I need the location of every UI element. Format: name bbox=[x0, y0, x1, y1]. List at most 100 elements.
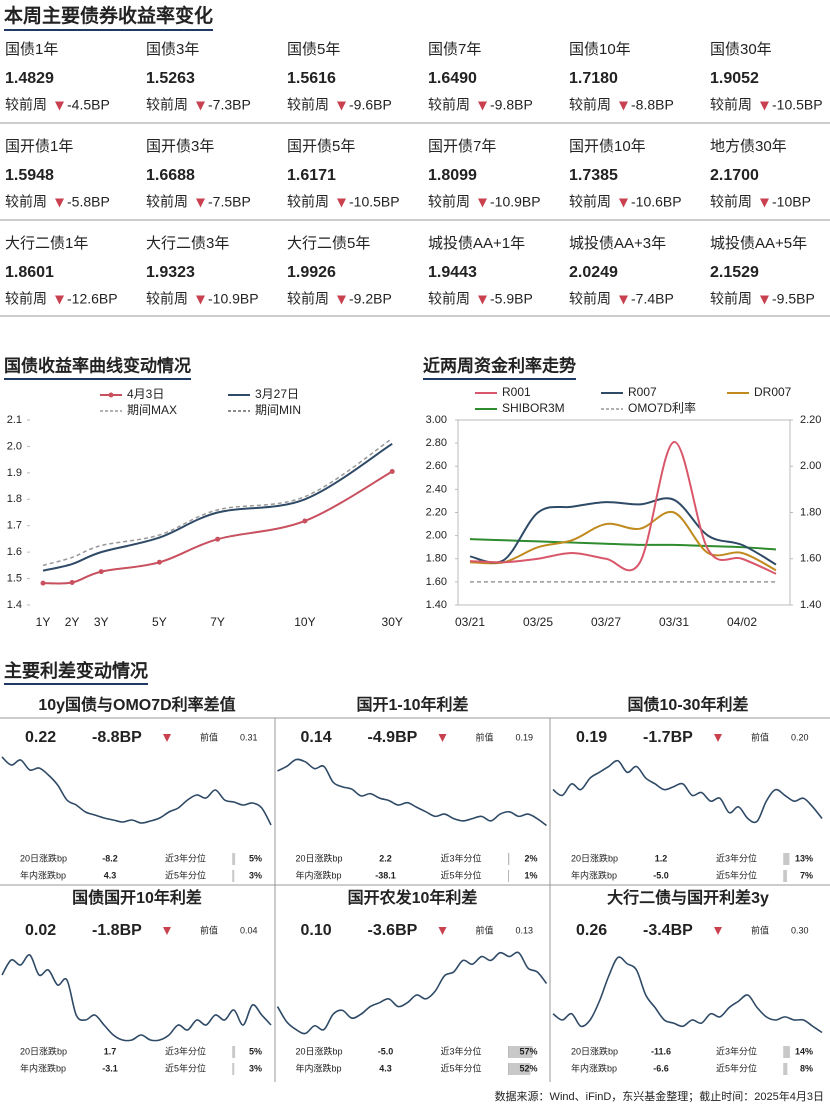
percentile-bar bbox=[784, 853, 790, 865]
source-note: 数据来源：Wind、iFinD，东兴基金整理；截止时间：2025年4月3日 bbox=[495, 1089, 824, 1103]
series-line bbox=[42, 437, 393, 567]
y2-tick-label: 2.00 bbox=[800, 460, 821, 472]
bond-change: -5.9BP bbox=[490, 291, 533, 307]
bond-yield: 1.6490 bbox=[428, 70, 477, 87]
y-tick-label: 3.00 bbox=[426, 414, 447, 426]
prev-label: 前值 bbox=[476, 924, 494, 935]
section-title: 主要利差变动情况 bbox=[4, 660, 148, 681]
stat-value: 1.2 bbox=[655, 853, 668, 863]
stat-label: 20日涨跌bp bbox=[571, 1046, 618, 1056]
bond-name: 国债7年 bbox=[428, 41, 481, 58]
change-label: 较前周 bbox=[569, 97, 611, 113]
bond-yield: 1.8099 bbox=[428, 167, 477, 184]
bond-yield: 1.6171 bbox=[287, 167, 336, 184]
change-label: 较前周 bbox=[287, 97, 329, 113]
percentile-label: 2% bbox=[524, 853, 537, 863]
bond-change: -9.6BP bbox=[349, 97, 392, 113]
down-triangle bbox=[196, 198, 205, 208]
spread-value: 0.26 bbox=[576, 922, 607, 939]
legend-label: 期间MIN bbox=[255, 403, 301, 417]
bond-name: 大行二债3年 bbox=[146, 235, 229, 252]
down-triangle bbox=[619, 198, 628, 208]
stat-value: 1.7 bbox=[104, 1046, 117, 1056]
panel-title: 国债国开10年利差 bbox=[72, 888, 202, 907]
bond-yield: 2.1529 bbox=[710, 264, 759, 281]
bond-yield: 1.9926 bbox=[287, 264, 336, 281]
legend-label: 4月3日 bbox=[127, 387, 164, 401]
prev-value: 0.13 bbox=[516, 925, 534, 935]
percentile-bar bbox=[784, 870, 787, 882]
bond-name: 国债10年 bbox=[569, 41, 631, 58]
down-triangle bbox=[337, 198, 346, 208]
panel-title: 国开农发10年利差 bbox=[348, 888, 478, 907]
plot-frame bbox=[457, 419, 791, 606]
bond-name: 地方债30年 bbox=[710, 138, 787, 155]
y2-tick-label: 1.60 bbox=[800, 553, 821, 565]
bond-change: -10.5BP bbox=[349, 194, 400, 210]
stat-label: 近5年分位 bbox=[165, 869, 206, 880]
y-tick-label: 2.40 bbox=[426, 483, 447, 495]
bond-change: -9.5BP bbox=[772, 291, 815, 307]
prev-value: 0.20 bbox=[791, 732, 809, 742]
bond-yield: 1.9052 bbox=[710, 70, 759, 87]
y-tick-label: 1.6 bbox=[7, 546, 22, 558]
spread-value: 0.22 bbox=[25, 729, 56, 746]
series-line bbox=[469, 497, 777, 566]
chart-title: 国债收益率曲线变动情况 bbox=[4, 355, 191, 375]
series-line bbox=[42, 470, 393, 585]
percentile-bar bbox=[784, 1046, 790, 1058]
bond-change: -9.2BP bbox=[349, 291, 392, 307]
stat-label: 近5年分位 bbox=[165, 1062, 206, 1073]
y-tick-label: 2.80 bbox=[426, 437, 447, 449]
down-triangle bbox=[619, 295, 628, 305]
spread-change: -1.7BP bbox=[643, 729, 693, 746]
y-tick-label: 1.7 bbox=[7, 520, 22, 532]
panel-title: 国债10-30年利差 bbox=[628, 695, 749, 714]
y2-tick-label: 1.40 bbox=[800, 599, 821, 611]
prev-label: 前值 bbox=[200, 731, 218, 742]
percentile-bar bbox=[784, 1063, 788, 1075]
down-triangle bbox=[760, 295, 769, 305]
series-line bbox=[42, 442, 393, 572]
x-tick-label: 03/21 bbox=[455, 615, 485, 629]
sparkline bbox=[276, 951, 548, 1035]
stat-label: 年内涨跌bp bbox=[571, 869, 617, 880]
x-tick-label: 03/25 bbox=[523, 615, 553, 629]
x-tick-label: 10Y bbox=[294, 615, 315, 629]
y-tick-label: 1.5 bbox=[7, 572, 22, 584]
down-triangle bbox=[55, 295, 64, 305]
percentile-label: 52% bbox=[519, 1063, 537, 1073]
series-marker bbox=[98, 569, 104, 575]
change-label: 较前周 bbox=[428, 194, 470, 210]
stat-label: 20日涨跌bp bbox=[571, 853, 618, 863]
percentile-label: 1% bbox=[524, 870, 537, 880]
legend-marker bbox=[108, 392, 114, 398]
prev-value: 0.04 bbox=[240, 925, 258, 935]
prev-label: 前值 bbox=[476, 731, 494, 742]
stat-value: 2.2 bbox=[379, 853, 392, 863]
sparkline bbox=[277, 758, 547, 827]
down-triangle bbox=[337, 101, 346, 111]
series-marker bbox=[40, 580, 46, 586]
change-label: 较前周 bbox=[287, 291, 329, 307]
bond-change: -4.5BP bbox=[67, 97, 110, 113]
bond-change: -12.6BP bbox=[67, 291, 118, 307]
y-tick-label: 1.8 bbox=[7, 493, 22, 505]
legend-label: OMO7D利率 bbox=[628, 400, 696, 415]
legend-label: 期间MAX bbox=[127, 403, 177, 417]
bond-yield: 1.5948 bbox=[5, 167, 54, 184]
spread-value: 0.19 bbox=[576, 729, 607, 746]
percentile-label: 14% bbox=[795, 1046, 813, 1056]
bond-change: -9.8BP bbox=[490, 97, 533, 113]
down-triangle bbox=[196, 101, 205, 111]
bond-yield: 1.7180 bbox=[569, 70, 618, 87]
bond-change: -10.6BP bbox=[631, 194, 682, 210]
prev-value: 0.30 bbox=[791, 925, 809, 935]
stat-value: -6.6 bbox=[653, 1063, 669, 1073]
stat-label: 年内涨跌bp bbox=[296, 1062, 342, 1073]
change-label: 较前周 bbox=[710, 291, 752, 307]
stat-label: 近5年分位 bbox=[716, 1062, 757, 1073]
panel-title: 大行二债与国开利差3y bbox=[607, 888, 769, 907]
percentile-bar bbox=[508, 1063, 531, 1075]
